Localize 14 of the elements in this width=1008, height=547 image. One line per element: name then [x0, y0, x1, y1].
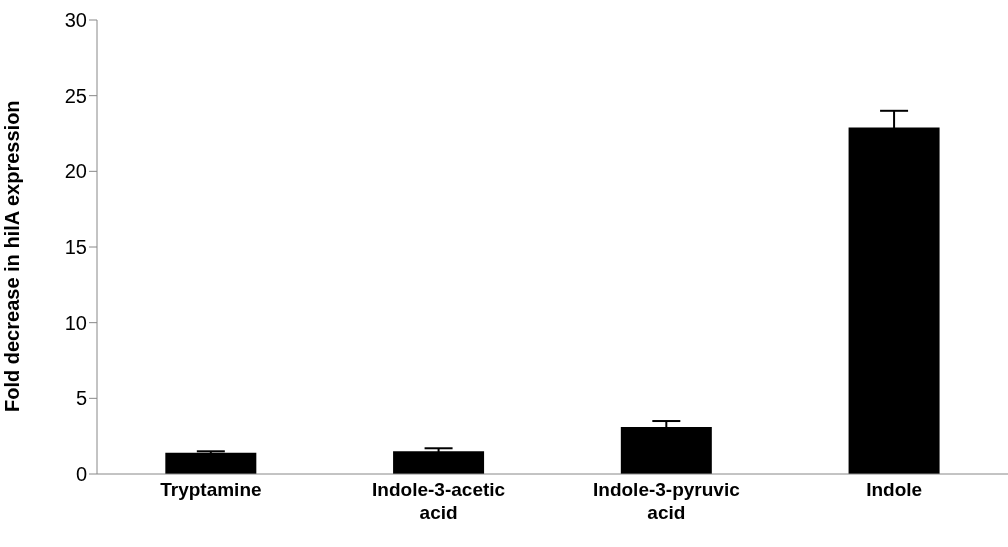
x-tick-label: Indole-3-pyruvic acid: [593, 479, 741, 523]
y-tick-label: 25: [64, 84, 87, 107]
y-tick-label: 5: [75, 387, 87, 410]
x-tick-label: Indole-3-acetic acid: [372, 479, 506, 523]
bar: [393, 451, 485, 474]
y-axis-title: Fold decrease in hilA expression: [1, 100, 24, 412]
x-tick-label: Tryptamine: [160, 479, 262, 500]
y-tick-label: 10: [64, 311, 87, 334]
y-tick-label: 30: [64, 9, 87, 32]
x-tick-label: Indole: [866, 479, 923, 500]
y-tick-label: 20: [64, 160, 87, 183]
y-tick-label: 0: [75, 463, 87, 486]
y-tick-label: 15: [64, 236, 87, 259]
bar: [165, 452, 257, 474]
